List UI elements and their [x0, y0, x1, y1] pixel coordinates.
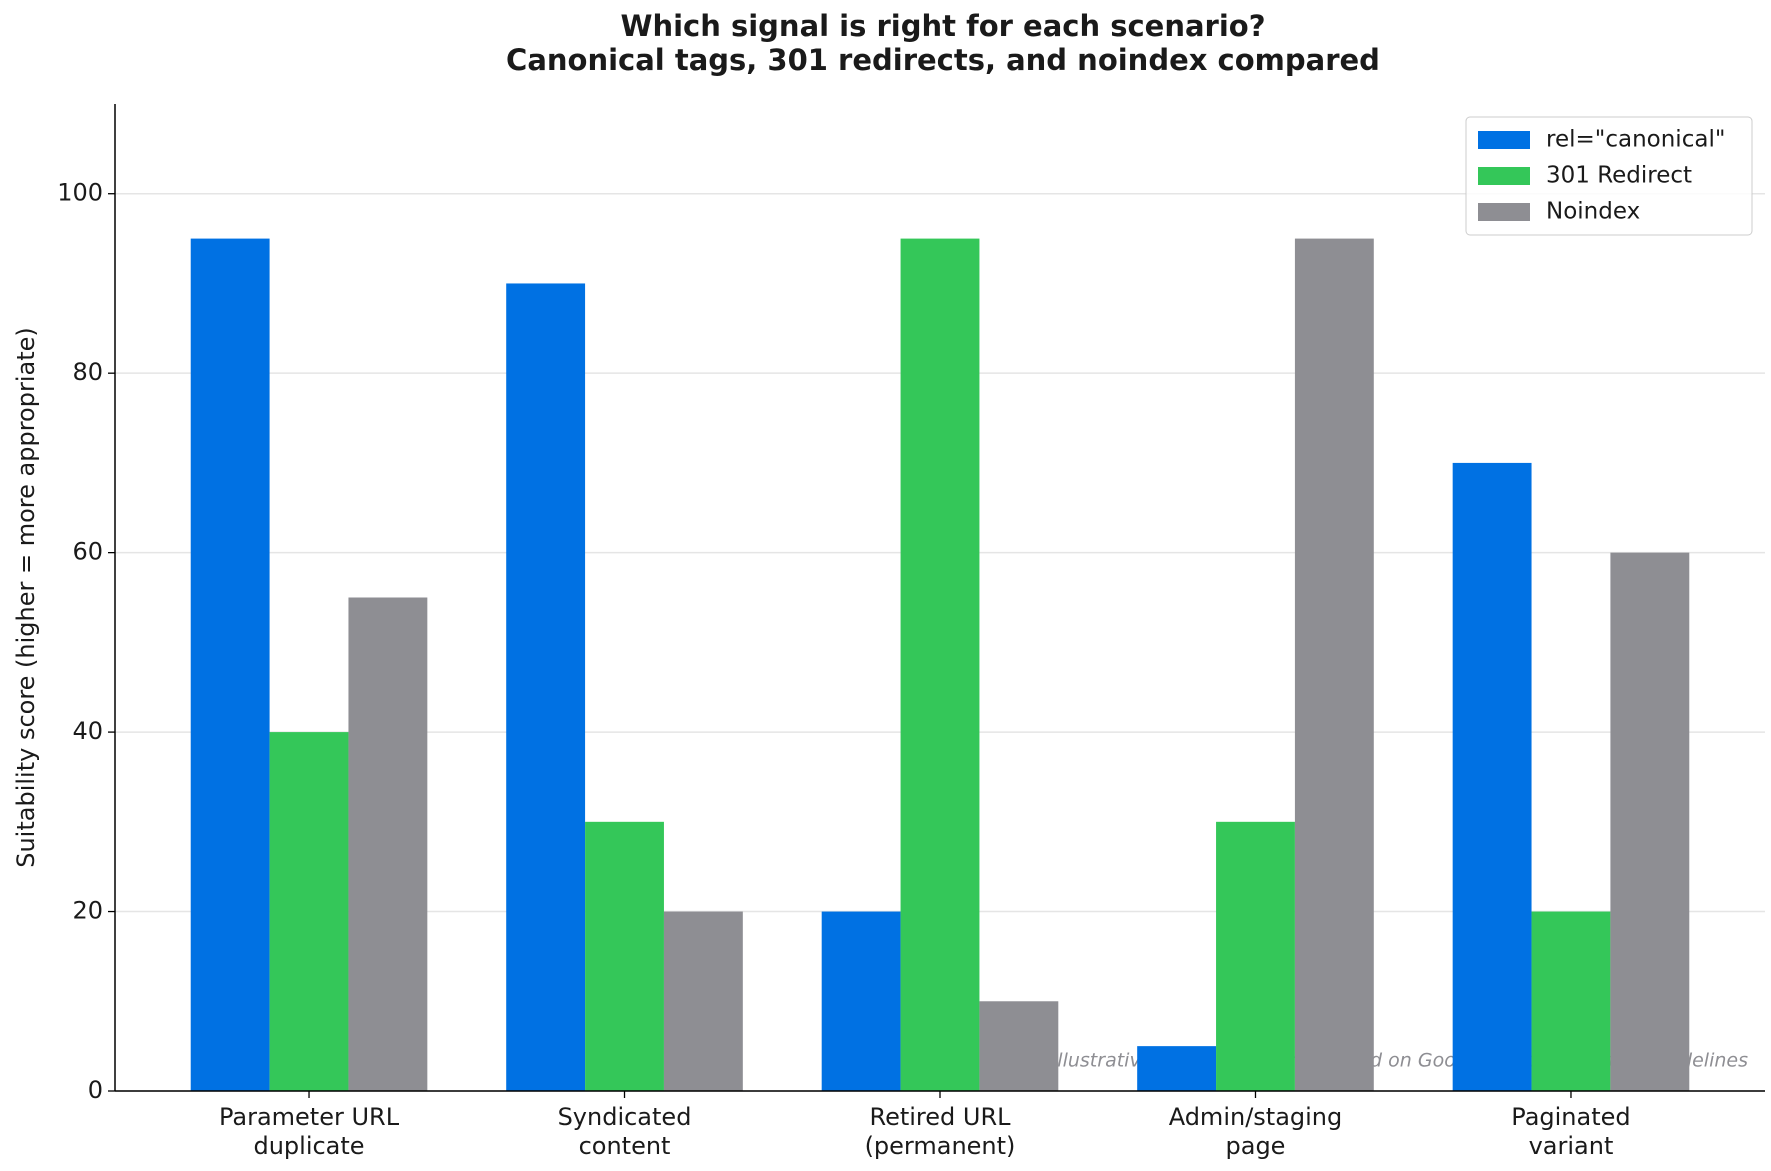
y-axis-label: Suitability score (higher = more appropr… [12, 327, 40, 868]
x-tick-label: variant [1529, 1132, 1614, 1160]
legend-swatch [1478, 167, 1530, 185]
bar [1216, 821, 1295, 1091]
x-tick-label: page [1226, 1132, 1286, 1160]
bar [1137, 1046, 1217, 1091]
legend-frame [1465, 116, 1753, 236]
legend-label: rel="canonical" [1546, 127, 1725, 153]
bar [900, 238, 980, 1091]
bar [979, 1001, 1059, 1091]
legend-label: 301 Redirect [1546, 163, 1692, 189]
y-tick-label: 20 [72, 897, 103, 925]
x-tick-label: Paginated [1511, 1103, 1630, 1131]
bar [821, 911, 901, 1091]
legend-swatch [1478, 203, 1530, 221]
y-tick-label: 40 [72, 717, 103, 745]
x-tick-label: Parameter URL [219, 1103, 400, 1131]
bar [1610, 552, 1690, 1091]
bar [190, 238, 270, 1091]
x-tick-label: content [579, 1132, 671, 1160]
bar [348, 597, 428, 1091]
chart-title: Canonical tags, 301 redirects, and noind… [506, 43, 1380, 77]
y-tick-label: 60 [72, 538, 103, 566]
bar [663, 911, 743, 1091]
x-tick-label: Admin/staging [1169, 1103, 1343, 1131]
bar [506, 283, 586, 1091]
y-tick-label: 0 [88, 1076, 103, 1104]
bar [269, 732, 349, 1091]
chart-title: Which signal is right for each scenario? [620, 9, 1265, 43]
bar [1531, 911, 1611, 1091]
bar [585, 821, 664, 1091]
x-tick-label: Retired URL [869, 1103, 1011, 1131]
bar [1452, 462, 1532, 1092]
legend-swatch [1478, 131, 1530, 149]
x-tick-label: Syndicated [558, 1103, 692, 1131]
y-tick-label: 80 [72, 358, 103, 386]
y-tick-label: 100 [57, 179, 103, 207]
x-tick-label: duplicate [253, 1132, 364, 1160]
legend-label: Noindex [1546, 199, 1640, 225]
bar [1294, 238, 1374, 1091]
x-tick-label: (permanent) [865, 1132, 1016, 1160]
legend: rel="canonical" 301 Redirect Noindex [1465, 116, 1753, 236]
